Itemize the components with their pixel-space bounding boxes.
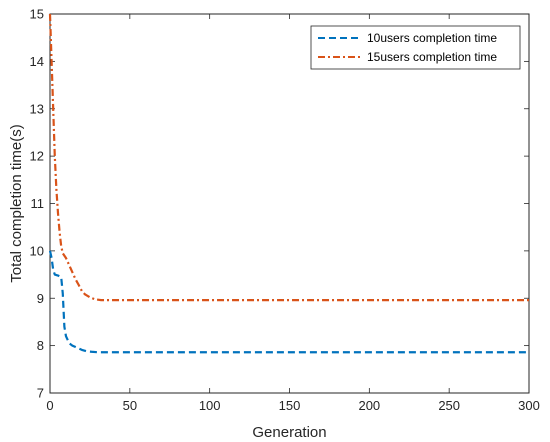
legend-label-15users: 15users completion time [367, 50, 497, 64]
axis-ticks: 0 50 100 150 200 250 300 7 8 9 10 11 12 13 14 15 [30, 7, 540, 414]
legend: 10users completion time 15users completi… [310, 25, 521, 70]
y-tick-label-6: 13 [30, 101, 44, 116]
x-tick-label-5: 250 [438, 398, 460, 413]
x-tick-label-6: 300 [518, 398, 540, 413]
y-tick-label-8: 15 [30, 7, 44, 22]
series-line-1 [48, 13, 529, 302]
legend-box [310, 25, 521, 70]
y-tick-label-4: 11 [31, 196, 45, 211]
series-lines [48, 13, 529, 354]
y-axis-label: Total completion time(s) [8, 124, 25, 282]
series-line-0 [48, 250, 529, 354]
y-tick-label-0: 7 [37, 386, 44, 401]
x-tick-label-4: 200 [358, 398, 380, 413]
x-tick-label-1: 50 [123, 398, 137, 413]
y-tick-label-5: 12 [30, 149, 44, 164]
x-tick-label-0: 0 [46, 398, 53, 413]
y-tick-label-2: 9 [37, 291, 44, 306]
y-tick-label-3: 10 [30, 243, 44, 258]
x-axis-label: Generation [252, 424, 326, 441]
x-tick-label-2: 100 [199, 398, 221, 413]
legend-label-10users: 10users completion time [367, 31, 497, 45]
plot-area [49, 13, 530, 394]
y-tick-label-1: 8 [37, 338, 44, 353]
y-tick-label-7: 14 [30, 54, 44, 69]
x-tick-label-3: 150 [279, 398, 301, 413]
